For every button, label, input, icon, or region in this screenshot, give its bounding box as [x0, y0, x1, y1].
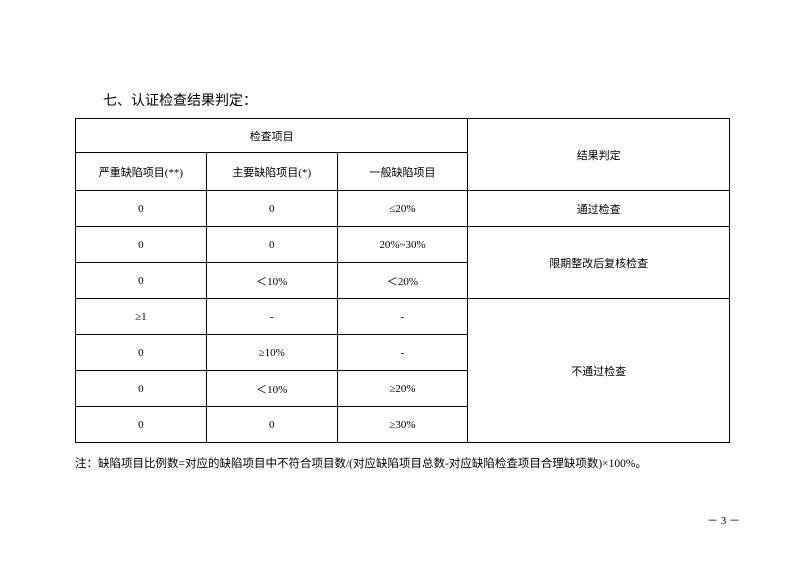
cell-general: - [337, 299, 468, 335]
footnote: 注：缺陷项目比例数=对应的缺陷项目中不符合项目数/(对应缺陷项目总数-对应缺陷检… [75, 455, 730, 473]
cell-severe: 0 [76, 407, 207, 443]
cell-severe: 0 [76, 263, 207, 299]
page-number: － 3 － [707, 512, 740, 528]
cell-general: ≥30% [337, 407, 468, 443]
cell-general: ≥20% [337, 371, 468, 407]
table-row: 0020%~30%限期整改后复核检查 [76, 227, 730, 263]
cell-result: 不通过检查 [468, 299, 730, 443]
cell-general: - [337, 335, 468, 371]
cell-severe: 0 [76, 227, 207, 263]
cell-severe: ≥1 [76, 299, 207, 335]
subheader-general: 一般缺陷项目 [337, 153, 468, 191]
cell-major: ＜10% [206, 263, 337, 299]
cell-major: 0 [206, 227, 337, 263]
cell-major: ≥10% [206, 335, 337, 371]
cell-major: 0 [206, 407, 337, 443]
subheader-severe: 严重缺陷项目(**) [76, 153, 207, 191]
cell-major: ＜10% [206, 371, 337, 407]
header-result: 结果判定 [468, 119, 730, 191]
cell-general: 20%~30% [337, 227, 468, 263]
cell-severe: 0 [76, 371, 207, 407]
cell-general: ＜20% [337, 263, 468, 299]
cell-major: 0 [206, 191, 337, 227]
cell-severe: 0 [76, 191, 207, 227]
cell-result: 限期整改后复核检查 [468, 227, 730, 299]
result-judgment-table: 检查项目结果判定严重缺陷项目(**)主要缺陷项目(*)一般缺陷项目00≤20%通… [75, 118, 730, 443]
cell-general: ≤20% [337, 191, 468, 227]
cell-result: 通过检查 [468, 191, 730, 227]
header-check-items: 检查项目 [76, 119, 468, 153]
section-heading: 七、认证检查结果判定： [103, 90, 730, 110]
table-row: 00≤20%通过检查 [76, 191, 730, 227]
cell-major: - [206, 299, 337, 335]
cell-severe: 0 [76, 335, 207, 371]
subheader-major: 主要缺陷项目(*) [206, 153, 337, 191]
table-row: ≥1--不通过检查 [76, 299, 730, 335]
